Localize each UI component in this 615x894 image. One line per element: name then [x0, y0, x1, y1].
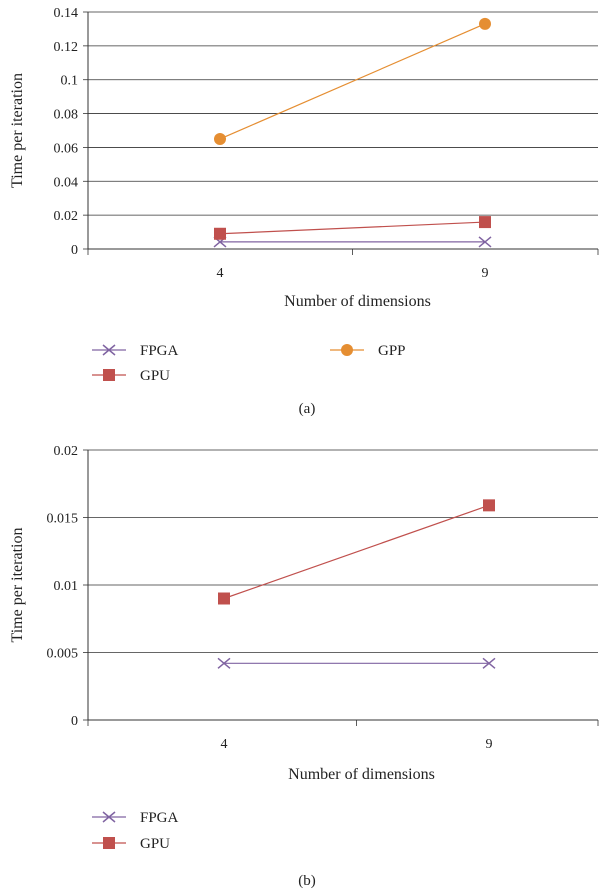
- panel-b-legend-fpga-label: FPGA: [140, 810, 179, 826]
- panel-a-legend-gpp-label: GPP: [378, 343, 406, 359]
- panel-a-legend-fpga-marker: [102, 344, 116, 356]
- panel-a-legend-fpga-label: FPGA: [140, 343, 179, 359]
- panel-b-series-fpga-point-4: [217, 657, 231, 669]
- panel-a-legend-gpu-label: GPU: [140, 368, 170, 384]
- panel-a-series-gpp-line: [219, 23, 486, 140]
- panel-b-series-fpga-point-9: [482, 657, 496, 669]
- panel-b-legend-gpu-label: GPU: [140, 836, 170, 852]
- panel-a-x-axis-title: Number of dimensions: [284, 293, 431, 310]
- panel-a-series-gpp-point-4: [214, 132, 226, 145]
- panel-a-legend-gpp-marker: [341, 344, 353, 356]
- panel-a-series-gpu-line: [219, 221, 486, 235]
- panel-b-ytick-label: 0.02: [54, 444, 79, 459]
- panel-b-series-gpu-point-9: [483, 499, 495, 512]
- panel-b-legend-gpu-marker: [103, 837, 115, 849]
- panel-a-ytick-label: 0.04: [54, 175, 79, 190]
- panel-b-label: (b): [298, 873, 316, 889]
- panel-a-ytick-label: 0.12: [54, 40, 79, 55]
- panel-a-ytick-label: 0.08: [54, 108, 79, 123]
- panel-b-y-axis-title: Time per iteration: [9, 528, 26, 643]
- panel-b-legend-fpga-marker: [102, 811, 116, 823]
- panel-a-series-gpu-point-9: [479, 216, 491, 229]
- panel-b-ytick-label: 0.015: [47, 512, 79, 527]
- panel-b-xtick-label: 4: [221, 737, 228, 752]
- panel-a-chart: [83, 11, 599, 381]
- panel-a-ytick-label: 0.06: [54, 141, 79, 156]
- panel-b-series-gpu-point-4: [218, 592, 230, 605]
- panel-b-series-gpu-line: [223, 504, 490, 600]
- panel-a-series-gpp-point-9: [479, 17, 491, 30]
- panel-a-ytick-label: 0: [71, 243, 78, 258]
- panel-a-series-fpga-point-9: [478, 236, 492, 248]
- panel-b-xtick-label: 9: [486, 737, 493, 752]
- panel-b-ytick-label: 0.005: [47, 647, 79, 662]
- panel-a-xtick-label: 4: [217, 266, 224, 281]
- panel-a-y-axis-title: Time per iteration: [9, 73, 26, 188]
- panel-a-ytick-label: 0.02: [54, 209, 79, 224]
- panel-a-xtick-label: 9: [482, 266, 489, 281]
- panel-b-ytick-label: 0: [71, 714, 78, 729]
- panel-b-x-axis-title: Number of dimensions: [288, 766, 435, 783]
- panel-a-legend-gpu-marker: [103, 369, 115, 381]
- panel-a-ytick-label: 0.14: [54, 6, 79, 21]
- panel-b-ytick-label: 0.01: [54, 579, 79, 594]
- panel-b-chart: [83, 449, 599, 849]
- panel-a-label: (a): [299, 401, 316, 417]
- panel-a-ytick-label: 0.1: [61, 74, 79, 89]
- panel-a-series-gpu-point-4: [214, 227, 226, 240]
